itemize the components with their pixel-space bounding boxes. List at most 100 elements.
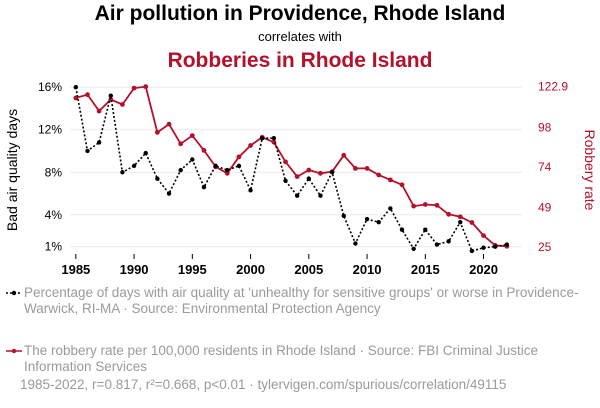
robbery-point	[364, 166, 370, 171]
robbery-point	[376, 172, 382, 178]
left-tick-label: 8%	[45, 165, 63, 179]
right-axis-title: Robbery rate	[582, 130, 598, 211]
robbery-line	[75, 85, 507, 248]
chart-title: Air pollution in Providence, Rhode Islan…	[95, 2, 506, 25]
legend-label-air-quality: Percentage of days with air quality at '…	[24, 285, 579, 316]
right-tick-label: 49	[538, 201, 552, 215]
left-tick-label: 16%	[38, 80, 62, 94]
robbery-point	[178, 141, 184, 147]
robbery-point	[306, 167, 312, 173]
air-quality-point	[481, 245, 486, 250]
air-quality-point	[283, 178, 288, 183]
air-quality-point	[423, 227, 428, 232]
left-tick-label: 1%	[45, 240, 63, 254]
air-quality-point	[201, 184, 207, 190]
air-quality-point	[434, 242, 440, 247]
air-quality-point	[225, 167, 230, 173]
air-quality-point	[388, 206, 393, 211]
air-quality-point	[155, 176, 160, 181]
left-axis-ticks: 1% 4% 8% 12% 16%	[38, 80, 62, 253]
robbery-point	[399, 182, 405, 188]
robbery-point	[481, 233, 486, 239]
air-quality-point	[260, 136, 265, 141]
robbery-point	[96, 108, 102, 114]
robbery-point	[201, 147, 207, 153]
air-quality-point	[306, 176, 312, 181]
air-quality-point	[190, 157, 195, 162]
air-quality-point	[318, 193, 323, 198]
x-axis-ticks: 1985 1990 1995 2000 2005 2010 2015 2020	[61, 254, 498, 277]
legend-swatch-air-quality	[6, 290, 22, 296]
robbery-point	[85, 92, 90, 98]
left-axis-title: Bad air quality days	[4, 109, 20, 231]
robbery-point	[283, 159, 288, 165]
air-quality-point	[143, 150, 148, 156]
air-quality-point	[213, 163, 218, 169]
grid	[70, 86, 522, 248]
x-tick-label: 2005	[294, 262, 323, 277]
left-tick-label: 12%	[38, 123, 62, 137]
robbery-point	[294, 174, 300, 180]
x-tick-label: 2015	[411, 262, 440, 277]
robbery-point	[469, 220, 475, 225]
air-quality-point	[353, 241, 358, 246]
air-quality-point	[504, 242, 510, 247]
air-quality-point	[446, 239, 451, 244]
right-tick-label: 98	[538, 120, 552, 134]
robbery-point	[143, 84, 149, 90]
air-quality-point	[271, 136, 277, 141]
x-tick-label: 2000	[236, 262, 265, 277]
chart: Air pollution in Providence, Rhode Islan…	[4, 2, 598, 277]
air-quality-point	[294, 193, 300, 198]
air-quality-point	[178, 167, 183, 173]
air-quality-point	[329, 170, 335, 175]
air-quality-point	[458, 220, 463, 225]
air-quality-point	[73, 84, 79, 90]
robbery-point	[224, 170, 230, 176]
x-tick-label: 1985	[61, 262, 90, 277]
x-tick-label: 2010	[353, 262, 382, 277]
air-quality-point	[120, 170, 125, 175]
air-quality-point	[108, 93, 113, 98]
air-quality-point	[411, 246, 416, 252]
legend-label-robbery: The robbery rate per 100,000 residents i…	[24, 343, 539, 374]
x-tick-label: 1990	[120, 262, 149, 277]
robbery-point	[120, 102, 125, 107]
x-tick-label: 2020	[469, 262, 498, 277]
air-quality-point	[376, 220, 381, 225]
air-quality-series	[73, 84, 510, 254]
footer-stats: 1985-2022, r=0.817, r²=0.668, p<0.01 · t…	[20, 377, 507, 392]
robbery-point	[154, 129, 160, 135]
x-tick-label: 1995	[178, 262, 207, 277]
right-tick-label: 74	[538, 160, 552, 174]
air-quality-point	[469, 248, 475, 254]
air-quality-point	[166, 191, 172, 196]
air-quality-point	[341, 213, 346, 219]
robbery-point	[189, 133, 195, 139]
robbery-point	[457, 214, 463, 220]
robbery-point	[248, 143, 253, 148]
air-quality-point	[96, 140, 102, 145]
robbery-point	[387, 177, 393, 183]
robbery-point	[422, 202, 428, 207]
legend-swatch-robbery	[6, 348, 22, 354]
right-axis-ticks: 25 49 74 98 122.9	[538, 80, 568, 254]
robbery-point	[236, 154, 242, 160]
chart-subtitle: correlates with	[258, 29, 342, 44]
robbery-point	[166, 121, 172, 127]
air-quality-point	[364, 216, 370, 222]
robbery-point	[411, 203, 417, 209]
left-tick-label: 4%	[45, 208, 63, 222]
air-quality-point	[399, 227, 405, 232]
air-quality-point	[493, 244, 498, 249]
right-tick-label: 25	[538, 240, 552, 254]
robbery-point	[434, 202, 440, 208]
robbery-point	[446, 211, 452, 217]
air-quality-point	[131, 163, 137, 169]
robbery-point	[131, 85, 137, 91]
air-quality-point	[85, 148, 90, 154]
robbery-point	[318, 170, 323, 176]
robbery-point	[341, 152, 347, 158]
air-quality-point	[236, 163, 242, 169]
air-quality-line	[75, 87, 507, 252]
